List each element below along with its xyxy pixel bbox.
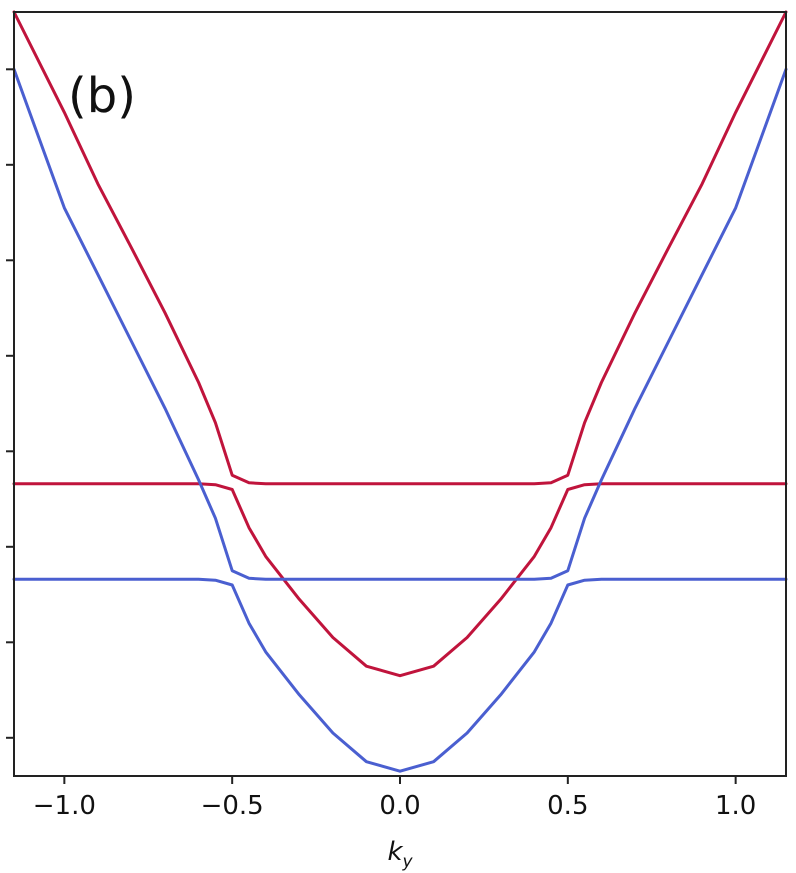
x-axis-label-sub: y (402, 852, 414, 872)
band-line-3 (12, 67, 788, 581)
plot-frame (13, 11, 787, 777)
panel-label: (b) (68, 68, 136, 124)
series-layer (12, 10, 788, 773)
x-tick-label: −0.5 (201, 791, 264, 821)
x-tick-label: −1.0 (33, 791, 96, 821)
x-ticks: −1.0 −0.5 0.0 0.5 1.0 (33, 776, 756, 821)
x-axis-label-base: k (387, 837, 403, 867)
band-line-2 (12, 482, 788, 678)
band-line-1 (12, 10, 788, 486)
y-ticks (6, 68, 14, 739)
band-line-4 (12, 577, 788, 773)
x-tick-label: 1.0 (715, 791, 756, 821)
x-tick-label: 0.0 (379, 791, 420, 821)
x-tick-label: 0.5 (547, 791, 588, 821)
x-axis-label: ky (387, 837, 413, 872)
